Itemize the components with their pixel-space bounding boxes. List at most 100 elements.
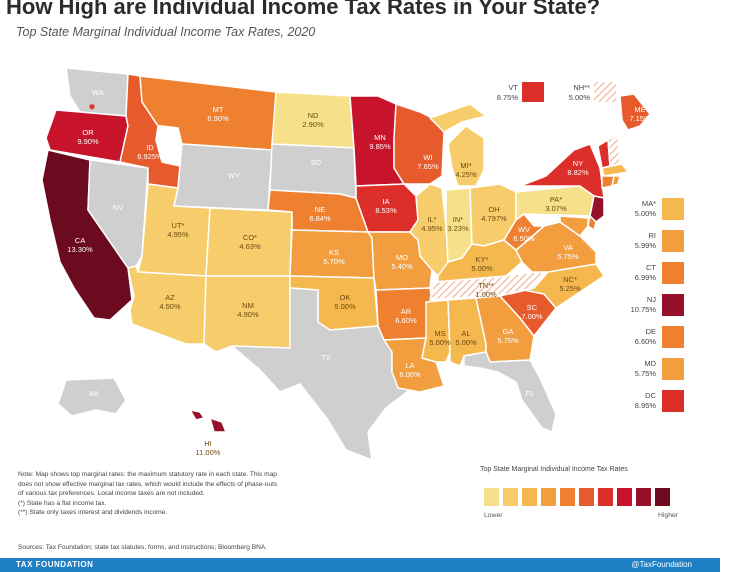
state-rate-ca: 13.30% bbox=[67, 245, 93, 254]
state-tx bbox=[231, 287, 413, 461]
page-title: How High are Individual Income Tax Rates… bbox=[6, 0, 601, 19]
state-rate-oh: 4.797% bbox=[481, 214, 507, 223]
legend-swatch bbox=[522, 488, 537, 506]
legend-swatch bbox=[541, 488, 556, 506]
state-il bbox=[409, 183, 449, 277]
state-rate-az: 4.50% bbox=[159, 302, 181, 311]
state-rate-mn: 9.85% bbox=[369, 142, 391, 151]
state-rate-ar: 6.60% bbox=[395, 316, 417, 325]
state-label-id: ID bbox=[146, 143, 154, 152]
state-label-va: VA bbox=[563, 243, 572, 252]
callout-rate-dc: 8.95% bbox=[635, 401, 657, 410]
state-nh bbox=[607, 133, 621, 167]
callout-swatch-de bbox=[662, 326, 684, 348]
callout-swatch-dc bbox=[662, 390, 684, 412]
callout-label-vt: VT bbox=[508, 83, 518, 92]
state-label-wv: WV bbox=[518, 225, 530, 234]
footer-handle: @TaxFoundation bbox=[631, 560, 692, 569]
callout-label-de: DE bbox=[646, 327, 656, 336]
state-label-ms: MS bbox=[434, 329, 445, 338]
state-rate-or: 9.90% bbox=[77, 137, 99, 146]
state-label-la: LA bbox=[405, 361, 414, 370]
state-az bbox=[127, 265, 207, 345]
state-label-nm: NM bbox=[242, 301, 254, 310]
state-label-al: AL bbox=[461, 329, 470, 338]
state-label-ky: KY* bbox=[476, 255, 489, 264]
callout-label-ma: MA* bbox=[642, 199, 656, 208]
state-label-nd: ND bbox=[308, 111, 319, 120]
callout-swatch-md bbox=[662, 358, 684, 380]
state-label-wy: WY bbox=[228, 171, 240, 180]
note-line: (**) State only taxes interest and divid… bbox=[18, 509, 168, 517]
callout-rate-vt: 8.75% bbox=[497, 93, 519, 102]
state-rate-wi: 7.65% bbox=[417, 162, 439, 171]
state-fl bbox=[463, 351, 557, 433]
note-line: of various tax preferences. Local income… bbox=[18, 490, 205, 498]
callout-rate-ma: 5.00% bbox=[635, 209, 657, 218]
state-me bbox=[619, 93, 651, 131]
state-ri bbox=[611, 175, 621, 187]
state-label-ne: NE bbox=[315, 205, 325, 214]
callout-label-dc: DC bbox=[645, 391, 656, 400]
state-label-wa: WA bbox=[92, 88, 104, 97]
state-rate-mt: 6.90% bbox=[207, 114, 229, 123]
state-nj bbox=[589, 195, 605, 223]
state-rate-me: 7.15% bbox=[629, 114, 651, 123]
state-hi bbox=[189, 409, 227, 433]
state-wi bbox=[393, 103, 445, 185]
callout-label-ri: RI bbox=[649, 231, 657, 240]
note-line: (*) State has a flat income tax. bbox=[18, 499, 107, 507]
state-mi bbox=[429, 103, 487, 187]
callout-rate-ri: 5.99% bbox=[635, 241, 657, 250]
state-ak bbox=[57, 377, 127, 417]
state-rate-ut: 4.95% bbox=[167, 230, 189, 239]
state-rate-mi: 4.25% bbox=[455, 170, 477, 179]
callout-swatch-ct bbox=[662, 262, 684, 284]
state-label-tx: TX bbox=[321, 353, 331, 362]
state-label-mt: MT bbox=[213, 105, 224, 114]
state-label-oh: OH bbox=[488, 205, 499, 214]
legend-swatch bbox=[636, 488, 651, 506]
state-label-mi: MI* bbox=[460, 161, 471, 170]
state-ny bbox=[519, 143, 605, 199]
state-rate-hi: 11.00% bbox=[196, 448, 221, 457]
state-label-ia: IA bbox=[382, 197, 389, 206]
state-rate-la: 6.00% bbox=[399, 370, 421, 379]
state-mt bbox=[139, 75, 277, 151]
state-label-ar: AR bbox=[401, 307, 412, 316]
callout-swatch-nh bbox=[594, 82, 616, 102]
callout-rate-nh: 5.00% bbox=[569, 93, 591, 102]
capital-star-icon: ✹ bbox=[88, 102, 96, 112]
legend-swatch bbox=[560, 488, 575, 506]
state-label-me: ME bbox=[634, 105, 645, 114]
state-rate-ny: 8.82% bbox=[567, 168, 589, 177]
state-label-sd: SD bbox=[311, 158, 322, 167]
state-label-nv: NV bbox=[113, 203, 123, 212]
state-rate-ky: 5.00% bbox=[471, 264, 493, 273]
state-label-tn: TN** bbox=[478, 281, 494, 290]
note-line: does not show effective marginal tax rat… bbox=[18, 480, 278, 488]
state-rate-nm: 4.90% bbox=[237, 310, 259, 319]
legend-title: Top State Marginal Individual Income Tax… bbox=[480, 466, 628, 473]
state-wy bbox=[173, 143, 273, 211]
state-label-il: IL* bbox=[427, 215, 436, 224]
callout-swatch-ma bbox=[662, 198, 684, 220]
legend-swatch bbox=[617, 488, 632, 506]
state-rate-ne: 6.84% bbox=[309, 214, 331, 223]
state-label-ak: AK bbox=[89, 389, 99, 398]
state-rate-nc: 5.25% bbox=[559, 284, 581, 293]
callout-label-nj: NJ bbox=[647, 295, 656, 304]
callout-swatch-vt bbox=[522, 82, 544, 102]
state-rate-sc: 7.00% bbox=[521, 312, 543, 321]
state-label-ga: GA bbox=[503, 327, 514, 336]
state-rate-co: 4.63% bbox=[239, 242, 261, 251]
state-label-mn: MN bbox=[374, 133, 386, 142]
legend-swatch bbox=[598, 488, 613, 506]
legend-swatch bbox=[484, 488, 499, 506]
state-label-ca: CA bbox=[75, 236, 85, 245]
callout-rate-md: 5.75% bbox=[635, 369, 657, 378]
callout-rate-nj: 10.75% bbox=[631, 305, 657, 314]
state-rate-il: 4.95% bbox=[421, 224, 443, 233]
state-label-sc: SC bbox=[527, 303, 538, 312]
state-label-ks: KS bbox=[329, 248, 339, 257]
